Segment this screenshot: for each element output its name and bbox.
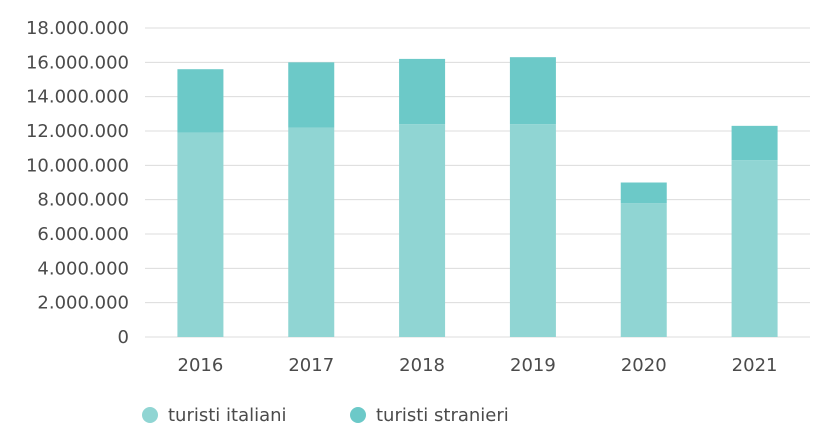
y-tick-label: 16.000.000 [26,52,129,73]
legend-marker [142,407,158,423]
legend-marker [350,407,366,423]
y-tick-label: 12.000.000 [26,121,129,142]
y-tick-label: 2.000.000 [37,293,129,314]
x-axis-tick-labels: 2016 2017 2018 2019 2020 2021 [178,355,778,376]
y-tick-label: 18.000.000 [26,18,129,39]
bar-segment-turisti-italiani-2016 [177,132,224,337]
bars [177,57,778,337]
bar-segment-turisti-italiani-2020 [620,203,667,337]
gridlines [145,27,810,338]
x-tick-label: 2017 [288,355,334,376]
x-tick-label: 2016 [178,355,224,376]
legend-label: turisti italiani [168,405,287,426]
x-tick-label: 2019 [510,355,556,376]
legend: turisti italiani turisti stranieri [142,405,509,426]
y-tick-label: 0 [118,327,129,348]
x-tick-label: 2020 [621,355,667,376]
bar-segment-turisti-stranieri-2018 [399,58,446,125]
y-tick-label: 8.000.000 [37,190,129,211]
y-tick-label: 14.000.000 [26,87,129,108]
bar-segment-turisti-stranieri-2016 [177,69,224,133]
y-tick-label: 10.000.000 [26,155,129,176]
bar-segment-turisti-italiani-2021 [731,160,778,337]
bar-segment-turisti-stranieri-2020 [620,182,667,204]
bar-segment-turisti-italiani-2017 [288,127,335,337]
bar-segment-turisti-stranieri-2021 [731,125,778,161]
x-tick-label: 2018 [399,355,445,376]
bar-segment-turisti-stranieri-2017 [288,62,335,128]
bar-segment-turisti-italiani-2018 [399,124,446,337]
bar-segment-turisti-stranieri-2019 [509,57,556,125]
y-tick-label: 4.000.000 [37,258,129,279]
x-tick-label: 2021 [732,355,778,376]
y-tick-label: 6.000.000 [37,224,129,245]
y-axis-tick-labels: 0 2.000.000 4.000.000 6.000.000 8.000.000 10.… [26,18,129,348]
bar-segment-turisti-italiani-2019 [509,124,556,337]
legend-label: turisti stranieri [376,405,509,426]
